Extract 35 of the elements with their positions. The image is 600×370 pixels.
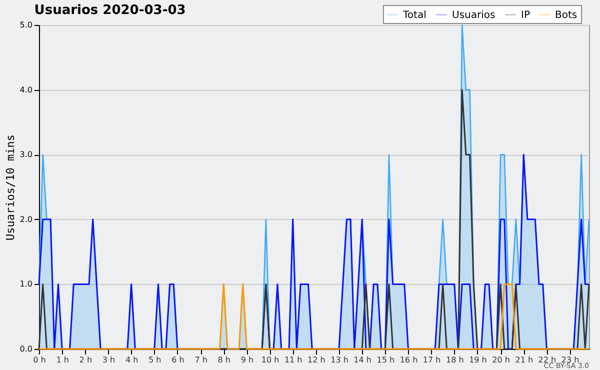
- y-tick-label: 2.0: [20, 214, 32, 224]
- x-tick-label: 11 h: [284, 356, 302, 364]
- y-tick-label: 4.0: [20, 85, 32, 94]
- x-tick-label: 17 h: [422, 356, 441, 364]
- x-tick-label: 5 h: [148, 356, 162, 364]
- x-tick-label: 12 h: [308, 356, 326, 364]
- x-tick-label: 23 h: [561, 356, 580, 364]
- x-tick-label: 6 h: [172, 356, 184, 364]
- chart-title: Usuarios 2020-03-03: [34, 3, 186, 18]
- x-tick-label: 1 h: [56, 356, 69, 364]
- x-tick-label: 19 h: [469, 356, 487, 364]
- y-tick-label: 3.0: [20, 150, 32, 160]
- x-tick-label: 21 h: [515, 356, 534, 364]
- y-axis-title: Usuarios/10 mins: [4, 134, 17, 240]
- x-tick-label: 10 h: [261, 356, 280, 364]
- legend-label: Usuarios: [452, 10, 496, 21]
- x-tick-label: 4 h: [125, 356, 138, 364]
- x-tick-label: 3 h: [102, 356, 116, 364]
- x-tick-label: 18 h: [446, 356, 464, 364]
- x-tick-label: 14 h: [354, 356, 372, 364]
- x-tick-label: 2 h: [79, 356, 92, 364]
- legend-label: Total: [402, 10, 426, 21]
- legend-label: IP: [521, 10, 530, 21]
- x-tick-label: 8 h: [218, 356, 230, 364]
- x-tick-label: 13 h: [330, 356, 348, 364]
- x-tick-label: 16 h: [400, 356, 418, 364]
- y-tick-label: 1.0: [20, 280, 32, 289]
- x-tick-label: 9 h: [240, 356, 254, 364]
- legend-label: Bots: [555, 10, 578, 21]
- y-tick-label: 0.0: [20, 344, 32, 354]
- x-tick-label: 15 h: [376, 356, 395, 364]
- x-tick-label: 20 h: [492, 356, 510, 364]
- x-tick-label: 0 h: [33, 356, 46, 364]
- y-tick-label: 5.0: [20, 20, 32, 30]
- x-tick-label: 7 h: [194, 356, 208, 364]
